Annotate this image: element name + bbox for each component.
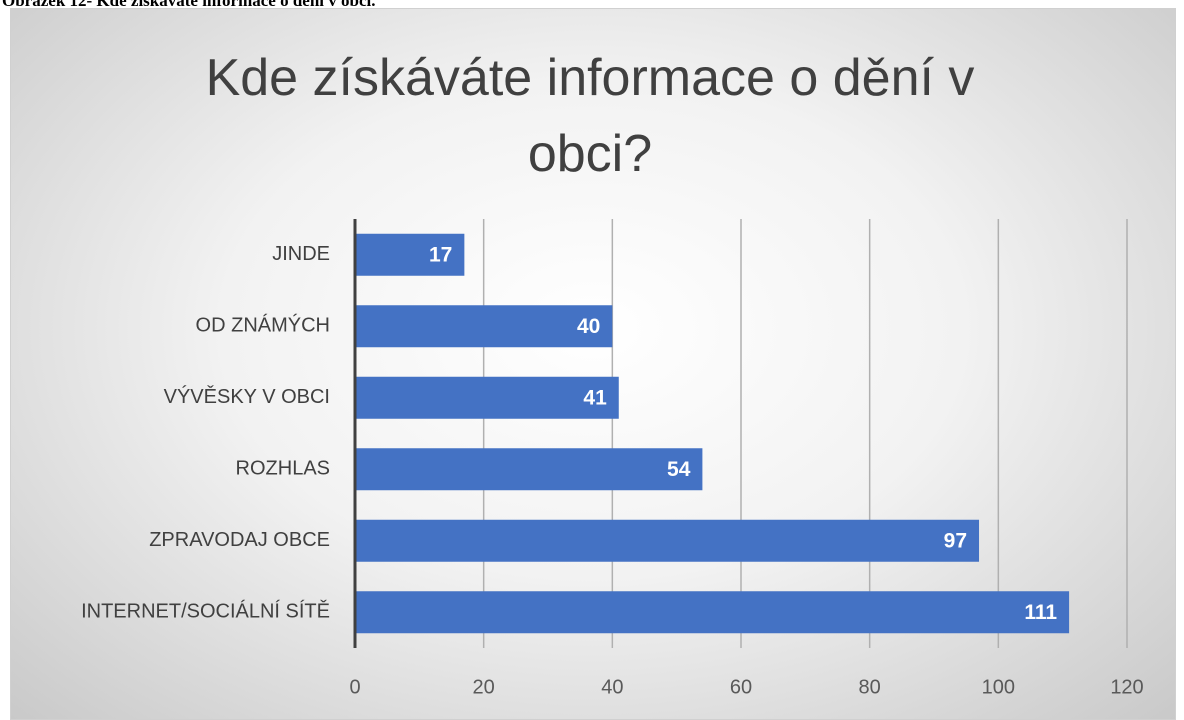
y-tick-label: JINDE <box>272 243 330 265</box>
x-tick-label: 0 <box>349 676 360 698</box>
x-tick-label: 40 <box>601 676 623 698</box>
figure-caption: Obrázek 12- Kde získáváte informace o dě… <box>2 0 376 10</box>
y-tick-label: INTERNET/SOCIÁLNÍ SÍTĚ <box>81 600 330 623</box>
bar <box>355 233 465 276</box>
y-tick-label: ZPRAVODAJ OBCE <box>149 529 330 551</box>
value-label: 97 <box>944 529 967 552</box>
x-tick-label: 60 <box>730 676 752 698</box>
value-label: 54 <box>667 458 691 481</box>
bar <box>355 519 980 562</box>
bar <box>355 591 1070 634</box>
value-label: 111 <box>1024 601 1057 624</box>
y-tick-label: ROZHLAS <box>236 458 330 480</box>
bar <box>355 305 613 348</box>
x-tick-label: 80 <box>859 676 881 698</box>
bar <box>355 448 703 491</box>
value-label: 17 <box>429 243 452 266</box>
chart-title: Kde získáváte informace o dění v obci? <box>205 49 975 183</box>
y-tick-label: VÝVĚSKY V OBCI <box>164 385 330 408</box>
value-label: 41 <box>583 386 607 409</box>
value-label: 40 <box>577 315 600 338</box>
y-tick-label: OD ZNÁMÝCH <box>196 314 330 337</box>
x-tick-label: 20 <box>473 676 495 698</box>
x-tick-label: 100 <box>982 676 1015 698</box>
x-tick-label: 120 <box>1110 676 1143 698</box>
bar <box>355 376 619 419</box>
